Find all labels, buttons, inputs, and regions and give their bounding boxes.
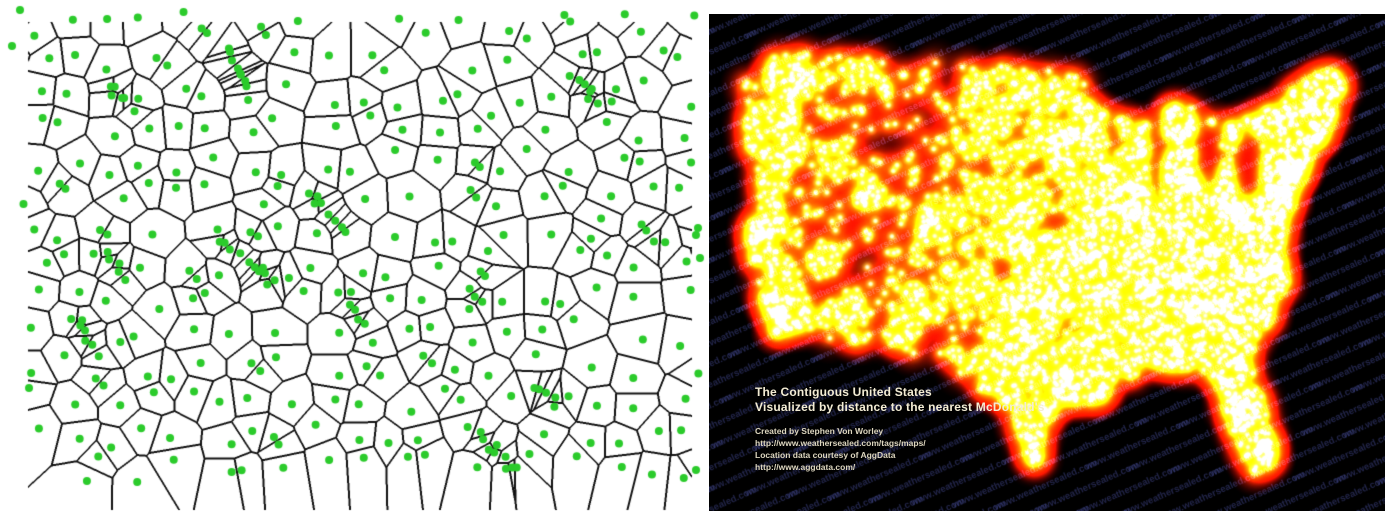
- map-credit-aggdata: Location data courtesy of AggData: [755, 450, 896, 460]
- mcdonalds-map-canvas: [709, 14, 1385, 511]
- map-credit-author: Created by Stephen Von Worley: [755, 426, 884, 436]
- map-title-line2: Visualized by distance to the nearest Mc…: [755, 400, 1045, 414]
- mcdonalds-map-panel: The Contiguous United States Visualized …: [709, 14, 1385, 511]
- map-title-line1: The Contiguous United States: [755, 385, 932, 399]
- map-caption: The Contiguous United States Visualized …: [755, 385, 1045, 473]
- voronoi-panel: [0, 0, 706, 524]
- map-credit-url-weathersealed: http://www.weathersealed.com/tags/maps/: [755, 438, 926, 448]
- map-credit-url-aggdata: http://www.aggdata.com/: [755, 462, 856, 472]
- voronoi-canvas: [0, 0, 706, 524]
- map-credits: Created by Stephen Von Worley http://www…: [755, 425, 1045, 473]
